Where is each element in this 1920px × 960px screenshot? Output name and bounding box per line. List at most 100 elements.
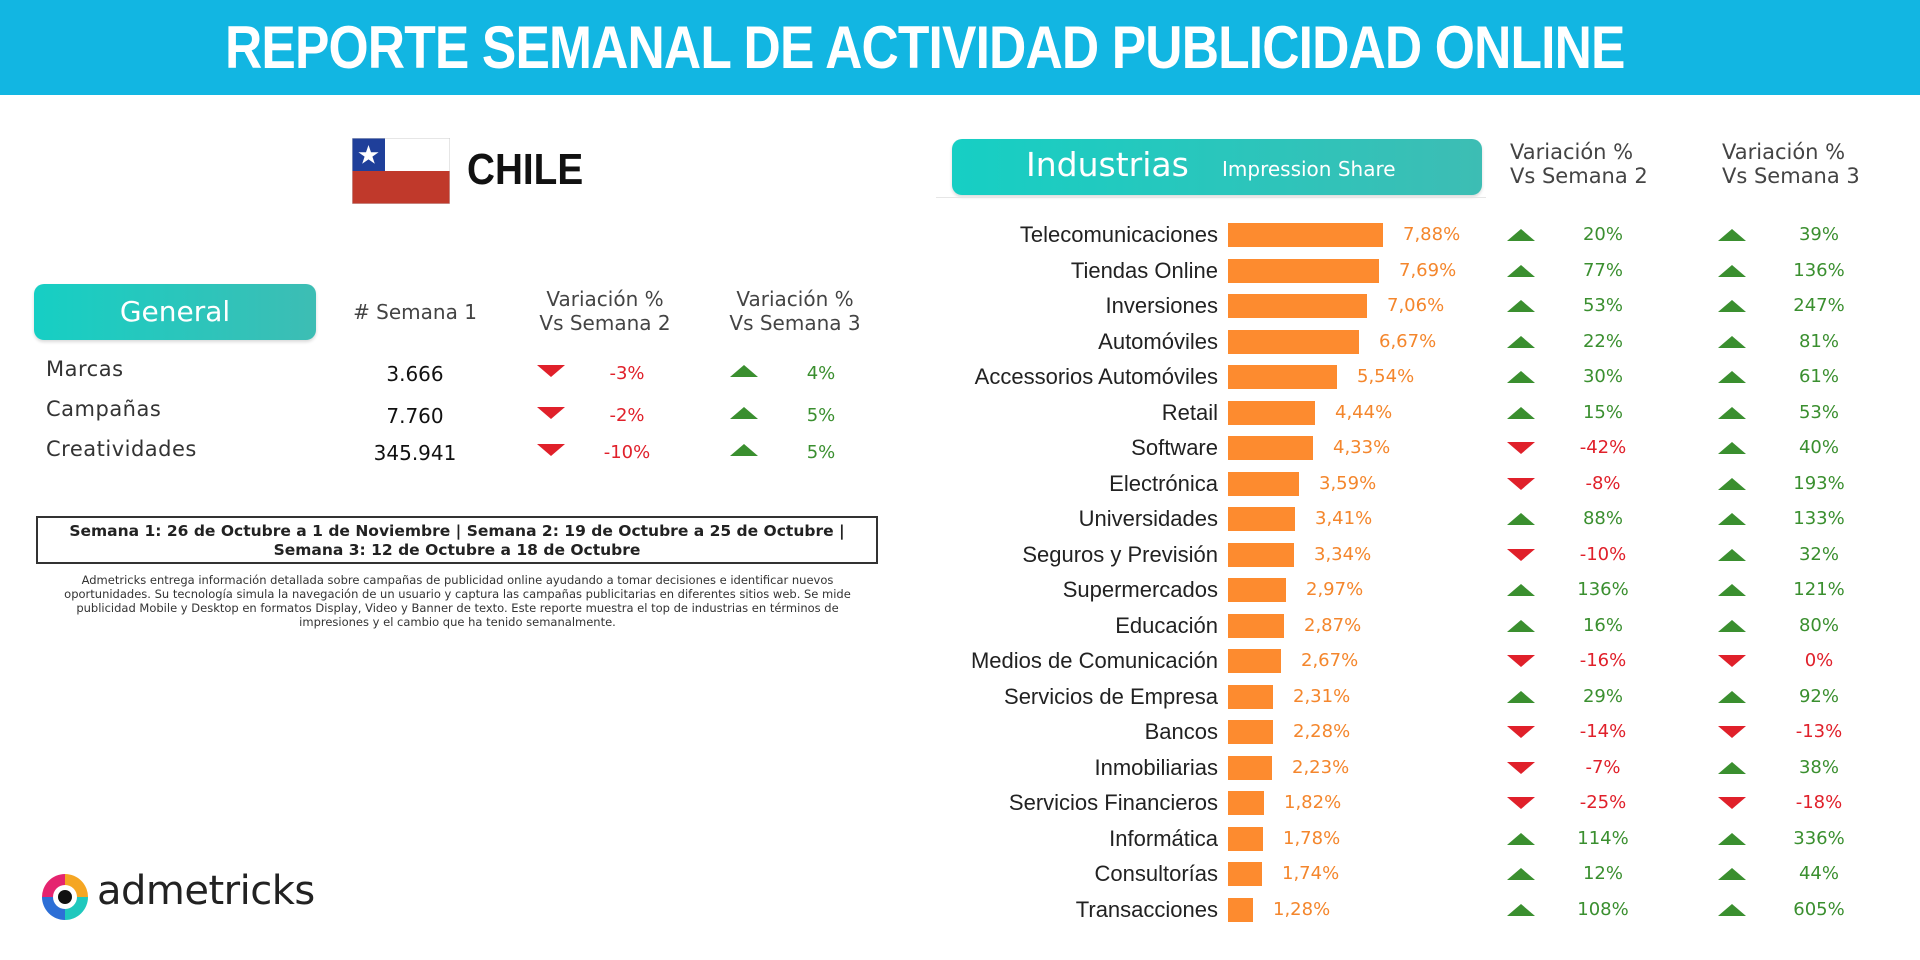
bar-value-label: 5,54% bbox=[1357, 366, 1415, 387]
industry-var3-up-arrow-icon bbox=[1718, 904, 1746, 916]
industries-title-divider bbox=[936, 197, 1486, 198]
category-label: Educación bbox=[1115, 613, 1218, 638]
page-title: REPORTE SEMANAL DE ACTIVIDAD PUBLICIDAD … bbox=[225, 14, 1625, 81]
general-var2-down-arrow-icon bbox=[537, 444, 565, 456]
bar-value-label: 4,33% bbox=[1333, 437, 1391, 458]
industry-var3-up-arrow-icon bbox=[1718, 549, 1746, 561]
general-row-label: Campañas bbox=[46, 397, 162, 421]
general-row-var-semana3: 5% bbox=[806, 405, 836, 426]
category-label: Informática bbox=[1109, 826, 1218, 851]
category-label: Bancos bbox=[1144, 719, 1218, 744]
impression-share-bar bbox=[1228, 614, 1284, 638]
bar-value-label: 1,74% bbox=[1282, 863, 1340, 884]
industry-var3-down-arrow-icon bbox=[1718, 797, 1746, 809]
industry-var2-up-arrow-icon bbox=[1507, 833, 1535, 845]
general-title: General bbox=[119, 295, 231, 328]
impression-share-bar bbox=[1228, 401, 1315, 425]
industries-header-var-semana2: Variación % Vs Semana 2 bbox=[1510, 140, 1690, 188]
bar-value-label: 7,88% bbox=[1403, 224, 1461, 245]
bar-value-label: 1,82% bbox=[1284, 792, 1342, 813]
industry-var2-up-arrow-icon bbox=[1507, 371, 1535, 383]
general-title-pill: General bbox=[34, 284, 316, 340]
industry-var3-down-arrow-icon bbox=[1718, 726, 1746, 738]
industry-var3-up-arrow-icon bbox=[1718, 868, 1746, 880]
industry-var-semana2: -42% bbox=[1579, 437, 1627, 458]
industry-var3-up-arrow-icon bbox=[1718, 513, 1746, 525]
industry-var-semana3: 605% bbox=[1793, 899, 1845, 920]
industry-var-semana3: 38% bbox=[1798, 757, 1839, 778]
industry-var2-up-arrow-icon bbox=[1507, 584, 1535, 596]
column-header-semana1: # Semana 1 bbox=[353, 300, 477, 324]
category-label: Medios de Comunicación bbox=[970, 648, 1218, 673]
bar-value-label: 2,87% bbox=[1304, 615, 1362, 636]
column-header-var-semana3-line2: Vs Semana 3 bbox=[729, 311, 861, 335]
general-row-label: Creatividades bbox=[46, 437, 197, 461]
impression-share-bar bbox=[1228, 791, 1264, 815]
impression-share-bar bbox=[1228, 507, 1295, 531]
general-var3-up-arrow-icon bbox=[730, 365, 758, 377]
industry-var-semana3: 32% bbox=[1798, 544, 1839, 565]
category-label: Universidades bbox=[1078, 506, 1218, 531]
category-label: Accessorios Automóviles bbox=[974, 364, 1218, 389]
industries-header-var-semana2-line2: Vs Semana 2 bbox=[1510, 164, 1648, 188]
impression-share-bar bbox=[1228, 720, 1273, 744]
industry-var3-up-arrow-icon bbox=[1718, 442, 1746, 454]
bar-value-label: 1,78% bbox=[1283, 828, 1341, 849]
industry-var-semana2: -8% bbox=[1585, 473, 1621, 494]
industry-var2-up-arrow-icon bbox=[1507, 300, 1535, 312]
industry-var-semana2: 77% bbox=[1582, 260, 1623, 281]
header-banner: REPORTE SEMANAL DE ACTIVIDAD PUBLICIDAD … bbox=[0, 0, 1920, 95]
category-label: Retail bbox=[1161, 400, 1218, 425]
industry-var2-down-arrow-icon bbox=[1507, 442, 1535, 454]
industry-var2-down-arrow-icon bbox=[1507, 549, 1535, 561]
industry-var3-up-arrow-icon bbox=[1718, 584, 1746, 596]
general-var3-up-arrow-icon bbox=[730, 407, 758, 419]
bar-value-label: 2,67% bbox=[1301, 650, 1359, 671]
general-row-label: Marcas bbox=[46, 357, 124, 381]
industry-var-semana2: 22% bbox=[1582, 331, 1623, 352]
impression-share-bar bbox=[1228, 862, 1262, 886]
bar-value-label: 3,59% bbox=[1319, 473, 1377, 494]
category-label: Transacciones bbox=[1075, 897, 1218, 922]
industry-var-semana2: 114% bbox=[1577, 828, 1629, 849]
industries-title: Industrias bbox=[1026, 145, 1189, 184]
industry-var-semana3: 44% bbox=[1798, 863, 1839, 884]
impression-share-bar bbox=[1228, 436, 1313, 460]
category-label: Automóviles bbox=[1098, 329, 1218, 354]
industry-var-semana3: 336% bbox=[1793, 828, 1845, 849]
industry-var-semana3: 0% bbox=[1804, 650, 1834, 671]
category-label: Tiendas Online bbox=[1070, 258, 1218, 283]
industry-var2-up-arrow-icon bbox=[1507, 407, 1535, 419]
column-header-var-semana2: Variación % Vs Semana 2 bbox=[530, 287, 680, 335]
industry-var-semana2: 16% bbox=[1582, 615, 1623, 636]
category-label: Telecomunicaciones bbox=[1019, 222, 1218, 247]
industry-var3-up-arrow-icon bbox=[1718, 265, 1746, 277]
industry-var-semana3: 247% bbox=[1793, 295, 1845, 316]
bar-value-label: 7,69% bbox=[1399, 260, 1457, 281]
bar-value-label: 7,06% bbox=[1387, 295, 1445, 316]
category-label: Inversiones bbox=[1105, 293, 1218, 318]
industry-var2-up-arrow-icon bbox=[1507, 691, 1535, 703]
industries-title-pill: Industrias Impression Share bbox=[952, 139, 1482, 195]
general-var2-down-arrow-icon bbox=[537, 407, 565, 419]
general-row-value: 345.941 bbox=[373, 441, 457, 465]
general-var3-up-arrow-icon bbox=[730, 444, 758, 456]
industry-var-semana2: 88% bbox=[1582, 508, 1623, 529]
industries-header-var-semana3: Variación % Vs Semana 3 bbox=[1722, 140, 1902, 188]
industry-var-semana3: 92% bbox=[1798, 686, 1839, 707]
impression-share-bar bbox=[1228, 649, 1281, 673]
impression-share-bar bbox=[1228, 685, 1273, 709]
industry-var2-down-arrow-icon bbox=[1507, 478, 1535, 490]
industry-var-semana2: 29% bbox=[1582, 686, 1623, 707]
industry-var-semana2: -10% bbox=[1579, 544, 1627, 565]
category-label: Consultorías bbox=[1094, 861, 1218, 886]
industry-var-semana2: 136% bbox=[1577, 579, 1629, 600]
industry-var3-up-arrow-icon bbox=[1718, 620, 1746, 632]
category-label: Supermercados bbox=[1062, 577, 1218, 602]
general-row-var-semana2: -2% bbox=[609, 405, 645, 426]
industry-var-semana2: 30% bbox=[1582, 366, 1623, 387]
industry-var2-down-arrow-icon bbox=[1507, 655, 1535, 667]
impression-share-bar bbox=[1228, 223, 1383, 247]
industry-var2-up-arrow-icon bbox=[1507, 336, 1535, 348]
country-name: CHILE bbox=[467, 145, 584, 194]
